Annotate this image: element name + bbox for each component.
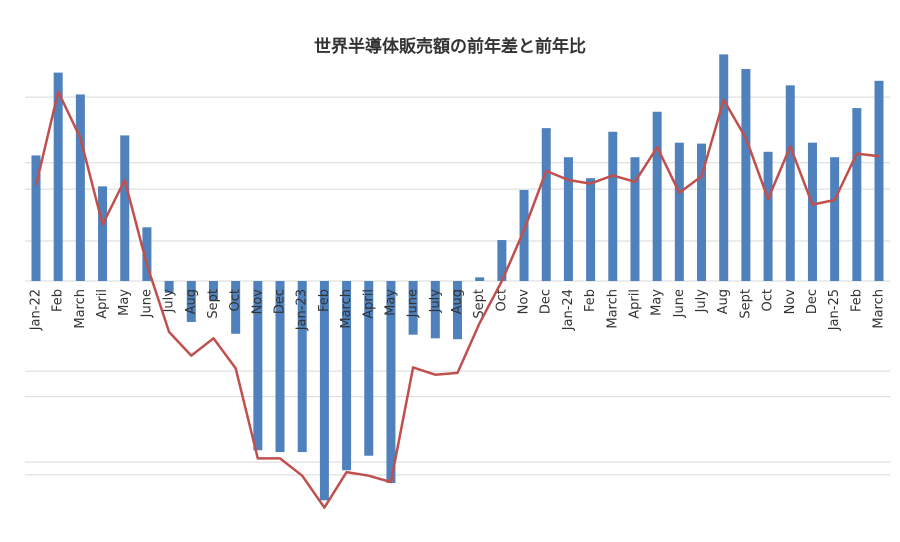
x-tick-label: April bbox=[361, 289, 376, 319]
bar bbox=[453, 281, 462, 340]
x-tick-label: July bbox=[162, 289, 177, 314]
bar bbox=[386, 281, 396, 484]
x-tick-label: March bbox=[872, 289, 887, 329]
x-tick-label: June bbox=[139, 289, 154, 318]
bar bbox=[142, 227, 152, 281]
bar bbox=[31, 155, 41, 281]
bar bbox=[319, 281, 329, 501]
x-tick-label: Sept bbox=[206, 289, 221, 319]
bar bbox=[697, 143, 707, 281]
x-tick-label: Dec bbox=[805, 289, 820, 314]
x-tick-label: Jan-25 bbox=[827, 289, 842, 331]
bar bbox=[98, 186, 108, 281]
x-tick-label: Nov bbox=[783, 289, 798, 315]
bar bbox=[364, 281, 374, 456]
x-tick-label: May bbox=[650, 289, 665, 316]
x-tick-label: Jan-22 bbox=[29, 289, 44, 331]
bar bbox=[630, 157, 640, 281]
bar bbox=[807, 142, 817, 281]
bar bbox=[563, 157, 573, 281]
bar bbox=[231, 281, 241, 334]
bar bbox=[830, 157, 840, 281]
x-tick-label: Aug bbox=[450, 289, 465, 314]
x-tick-label: Aug bbox=[184, 289, 199, 314]
x-tick-label: Feb bbox=[317, 289, 332, 312]
bar bbox=[297, 281, 307, 453]
x-tick-label: Jan-23 bbox=[295, 289, 310, 331]
x-tick-label: Sept bbox=[472, 289, 487, 319]
x-tick-label: May bbox=[117, 289, 132, 316]
bar bbox=[763, 151, 773, 281]
bar bbox=[75, 94, 85, 281]
bar bbox=[120, 135, 130, 281]
bar bbox=[275, 281, 285, 453]
bar bbox=[164, 281, 174, 293]
bar bbox=[475, 277, 485, 281]
bar bbox=[253, 281, 263, 451]
bar bbox=[408, 281, 418, 335]
x-tick-label: Oct bbox=[761, 289, 776, 311]
line-series bbox=[34, 90, 880, 509]
x-tick-label: March bbox=[73, 289, 88, 329]
x-tick-label: May bbox=[383, 289, 398, 316]
bar bbox=[874, 80, 884, 281]
bar bbox=[53, 72, 63, 281]
x-tick-label: Oct bbox=[228, 289, 243, 311]
x-tick-label: June bbox=[672, 289, 687, 318]
x-tick-label: Feb bbox=[583, 289, 598, 312]
x-tick-label: March bbox=[605, 289, 620, 329]
x-tick-label: Feb bbox=[51, 289, 66, 312]
bar bbox=[852, 108, 862, 281]
bar bbox=[186, 281, 196, 322]
bar bbox=[785, 85, 795, 281]
x-tick-label: April bbox=[95, 289, 110, 319]
bar bbox=[541, 128, 551, 281]
bar bbox=[497, 240, 507, 281]
x-tick-label: Jan-24 bbox=[561, 289, 576, 331]
x-tick-label: Dec bbox=[273, 289, 288, 314]
x-tick-label: Sept bbox=[738, 289, 753, 319]
x-tick-label: July bbox=[428, 289, 443, 314]
bar bbox=[608, 131, 618, 281]
bar bbox=[652, 111, 662, 282]
chart-title: 世界半導体販売額の前年差と前年比 bbox=[314, 36, 586, 57]
x-tick-label: Nov bbox=[250, 289, 265, 315]
x-tick-label: July bbox=[694, 289, 709, 314]
bar bbox=[719, 54, 729, 281]
x-tick-label: Dec bbox=[539, 289, 554, 314]
bar bbox=[519, 190, 529, 281]
x-tick-label: June bbox=[406, 289, 421, 318]
x-tick-label: March bbox=[339, 289, 354, 329]
bar bbox=[741, 68, 751, 281]
bar bbox=[674, 142, 684, 281]
bar bbox=[342, 281, 352, 471]
x-tick-label: April bbox=[627, 289, 642, 319]
x-tick-label: Nov bbox=[517, 289, 532, 315]
bar bbox=[208, 281, 218, 301]
x-tick-label: Oct bbox=[494, 289, 509, 311]
x-tick-label: Feb bbox=[849, 289, 864, 312]
bar bbox=[430, 281, 440, 339]
x-tick-label: Aug bbox=[716, 289, 731, 314]
bar bbox=[586, 178, 596, 281]
